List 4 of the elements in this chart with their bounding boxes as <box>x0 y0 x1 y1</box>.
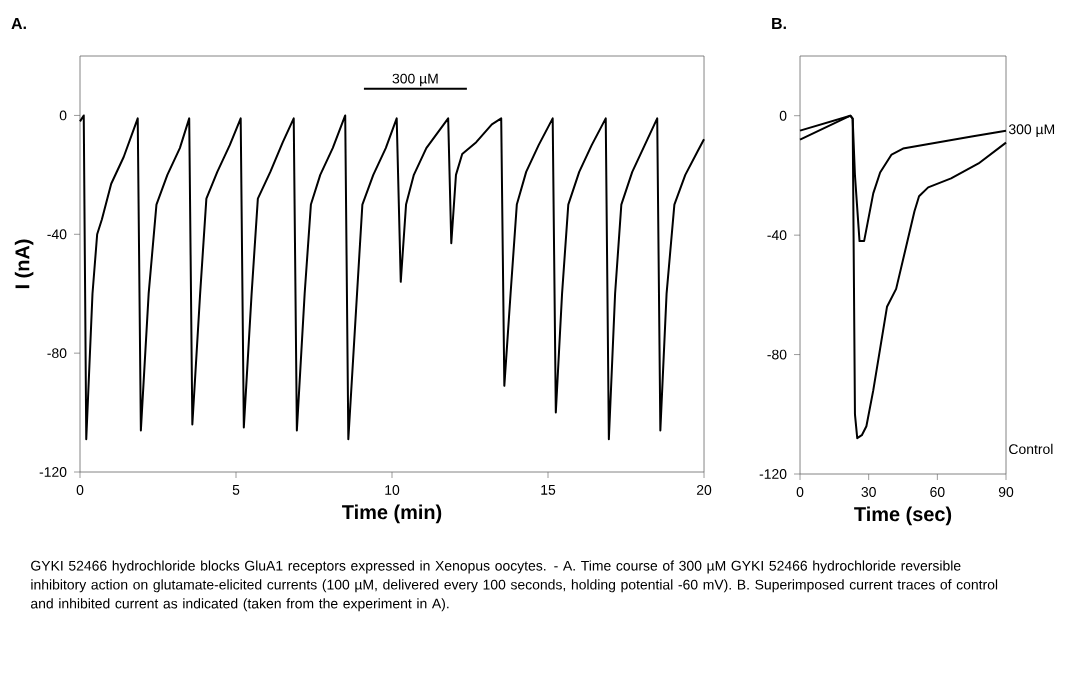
x-axis-title: Time (min) <box>342 504 442 524</box>
y-axis-title: I (nA) <box>14 239 34 289</box>
x-axis-title: Time (sec) <box>854 506 952 526</box>
line-series <box>79 114 706 441</box>
